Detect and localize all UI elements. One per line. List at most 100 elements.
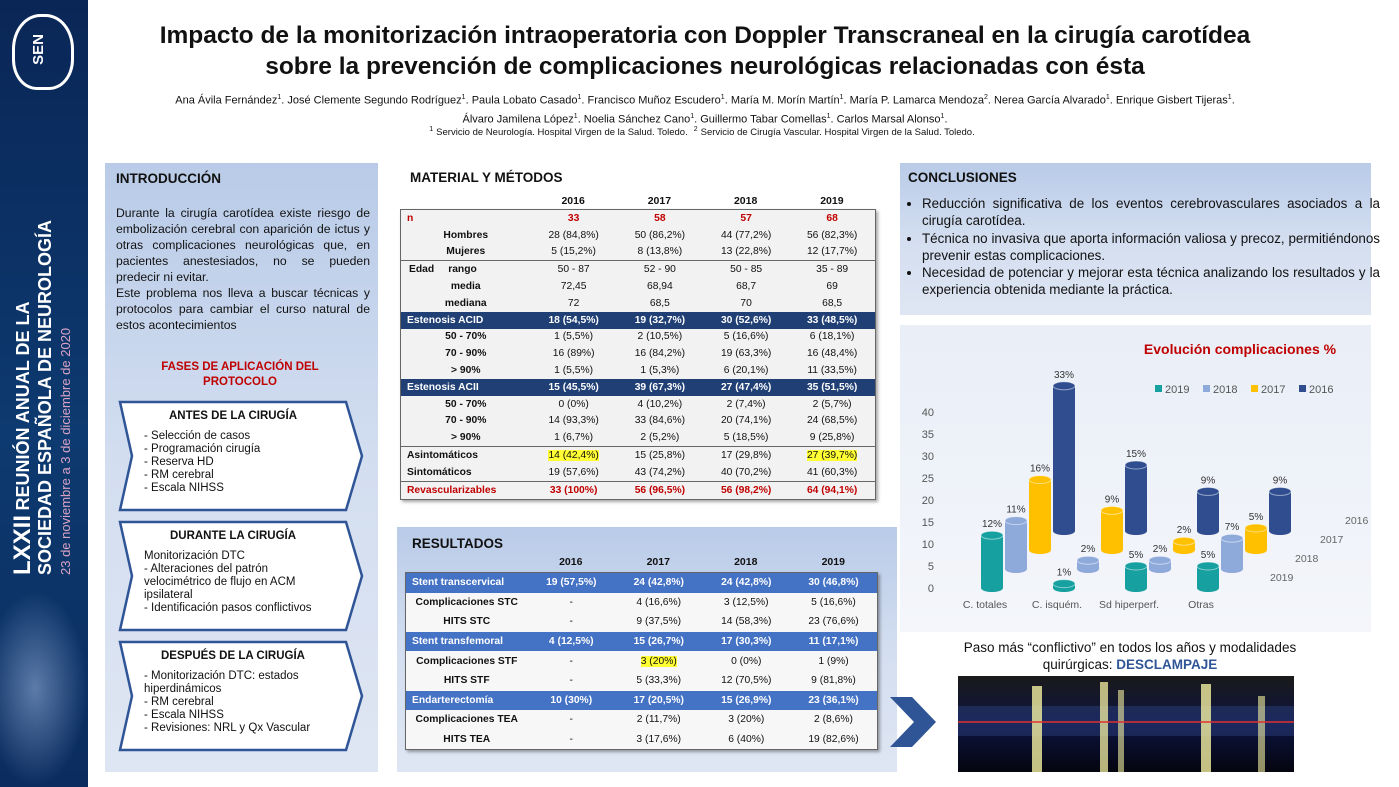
cell: 23 (36,1%)	[790, 690, 878, 711]
cell-text: 18 (54,5%)	[548, 314, 599, 326]
cell: 50 - 87	[530, 260, 617, 279]
phase-item: - Selección de casos	[144, 430, 251, 442]
row-label-text: n	[407, 212, 414, 224]
phase-items: - Monitorización DTC: estados hiperdinám…	[144, 670, 334, 735]
cell-text: 1 (9%)	[818, 655, 849, 667]
data-label: 1%	[1057, 568, 1072, 579]
legend-label: 2018	[1213, 384, 1237, 396]
row-label-text: HITS STF	[443, 675, 490, 687]
row-label-text: Stent transcervical	[412, 577, 505, 589]
legend-swatch	[1299, 385, 1306, 392]
row-label: > 90%	[401, 362, 531, 379]
cell-text: 4 (10,2%)	[637, 398, 683, 410]
cell-text: 1 (6,7%)	[554, 432, 594, 444]
author-text: .	[944, 113, 948, 126]
bar-base	[1125, 527, 1147, 535]
cell: 3 (17,6%)	[615, 730, 703, 750]
cell-text: 15 (25,8%)	[634, 450, 686, 462]
cell-text: 5 (16,6%)	[723, 331, 769, 343]
cell-text: -	[569, 655, 573, 667]
cell-text: 50 - 85	[730, 264, 763, 276]
author-text: . Noelia Sánchez Cano	[577, 113, 691, 126]
cell-text: -	[569, 596, 573, 608]
table-row: Complicaciones STF - 3 (20%) 0 (0%) 1 (9%)	[406, 651, 878, 671]
cell-text: -	[569, 714, 573, 726]
table-row: 50 - 70% 0 (0%) 4 (10,2%) 2 (7,4%) 2 (5,7%)	[401, 396, 876, 413]
phase-item: - Monitorización DTC: estados hiperdinám…	[144, 670, 299, 695]
y-tick-label: 20	[922, 495, 934, 507]
bar-cap	[1244, 523, 1268, 533]
congress-banner: LXXII REUNIÓN ANUAL DE LA SOCIEDAD ESPAÑ…	[9, 185, 76, 575]
cell: 57	[703, 210, 789, 227]
table-row: > 90% 1 (6,7%) 2 (5,2%) 5 (18,5%) 9 (25,8%)	[401, 429, 876, 446]
cell: 41 (60,3%)	[789, 464, 875, 481]
cell: 33	[531, 210, 617, 227]
author-text: . Guillermo Tabar Comellas	[694, 113, 827, 126]
bar	[1196, 561, 1220, 592]
phase-box: DURANTE LA CIRUGÍA Monitorización DTC - Al…	[118, 520, 364, 632]
table-header: 2016 2017 2018 2019	[405, 556, 877, 568]
conclusion: Reducción significativa de los eventos c…	[922, 195, 1380, 230]
cell-text: 2 (11,7%)	[636, 714, 681, 726]
cell-text: 3 (20%)	[640, 655, 677, 667]
cell-text: 10 (30%)	[550, 694, 593, 706]
cell-text: 30 (52,6%)	[720, 314, 772, 326]
cell: 1 (5,5%)	[531, 362, 617, 379]
author-text: . Paula Lobato Casado	[465, 94, 578, 107]
row-label: Estenosis ACID	[400, 311, 531, 329]
cell-text: 11 (17,1%)	[808, 636, 859, 648]
cell-text: 19 (63,3%)	[720, 348, 772, 360]
cell: 16 (84,2%)	[617, 345, 703, 362]
bar-body	[1029, 479, 1051, 550]
row-label-text: Estenosis ACID	[407, 314, 484, 326]
row-label: 70 - 90%	[401, 345, 531, 362]
cell-text: 15 (45,5%)	[548, 381, 599, 393]
affiliation-mark: 1	[429, 126, 434, 133]
cell-text: 68,94	[646, 281, 673, 293]
legend-label: 2016	[1309, 384, 1333, 396]
cell: 56 (82,3%)	[789, 227, 875, 244]
cell-text: 9 (81,8%)	[811, 675, 856, 687]
cell: 17 (29,8%)	[703, 446, 790, 464]
cell-text: 35 (51,5%)	[806, 381, 858, 393]
cell: 16 (48,4%)	[789, 345, 875, 362]
cell: 68,5	[789, 295, 875, 312]
cell: 8 (13,8%)	[617, 244, 703, 261]
bar	[1052, 381, 1076, 535]
bar-base	[1269, 527, 1291, 535]
section-heading: RESULTADOS	[412, 536, 503, 551]
cell-text: 28 (84,8%)	[548, 229, 599, 241]
cell-text: 4 (12,5%)	[548, 636, 594, 648]
table-row: Mujeres 5 (15,2%) 8 (13,8%) 13 (22,8%) 12 (1…	[401, 244, 876, 261]
cell: 13 (22,8%)	[703, 244, 789, 261]
affiliation-mark: 1	[720, 94, 725, 101]
footnote: Paso más “conflictivo” en todos los años…	[930, 639, 1330, 673]
phase-item: - Alteraciones del patrón velocimétrico …	[144, 563, 296, 601]
row-label-text: > 90%	[451, 432, 481, 444]
cell-text: 68,5	[649, 297, 670, 309]
row-label-text: Endarterectomía	[412, 694, 494, 706]
cell: 68,94	[617, 278, 703, 295]
row-label-text: > 90%	[451, 365, 481, 377]
affiliation-mark: 1	[461, 94, 466, 101]
cell: 4 (12,5%)	[527, 631, 615, 652]
cell-text: 24 (42,8%)	[633, 577, 684, 589]
cell-text: 27 (47,4%)	[720, 381, 772, 393]
row-label: Complicaciones TEA	[406, 710, 528, 730]
cell: 12 (70,5%)	[703, 671, 791, 691]
row-label: > 90%	[401, 429, 531, 446]
author-text: . Enrique Gisbert Tijeras	[1109, 94, 1228, 107]
cell-text: 33 (84,6%)	[634, 415, 686, 427]
cell: 11 (33,5%)	[789, 362, 875, 379]
row-label: HITS STC	[406, 612, 528, 632]
author-text: . Nerea García Alvarado	[987, 94, 1106, 107]
table-row: HITS STF - 5 (33,3%) 12 (70,5%) 9 (81,8%)	[406, 671, 878, 691]
table-row: > 90% 1 (5,5%) 1 (5,3%) 6 (20,1%) 11 (33,5%)	[401, 362, 876, 379]
y-tick-label: 5	[928, 561, 934, 573]
cell: 2 (7,4%)	[703, 396, 789, 413]
cell: 3 (20%)	[615, 651, 703, 671]
legend-swatch	[1251, 385, 1258, 392]
table-row: media 72,45 68,94 68,7 69	[401, 278, 876, 295]
cell-text: -	[569, 616, 573, 628]
table-row: 70 - 90% 14 (93,3%) 33 (84,6%) 20 (74,1%) 24…	[401, 413, 876, 430]
